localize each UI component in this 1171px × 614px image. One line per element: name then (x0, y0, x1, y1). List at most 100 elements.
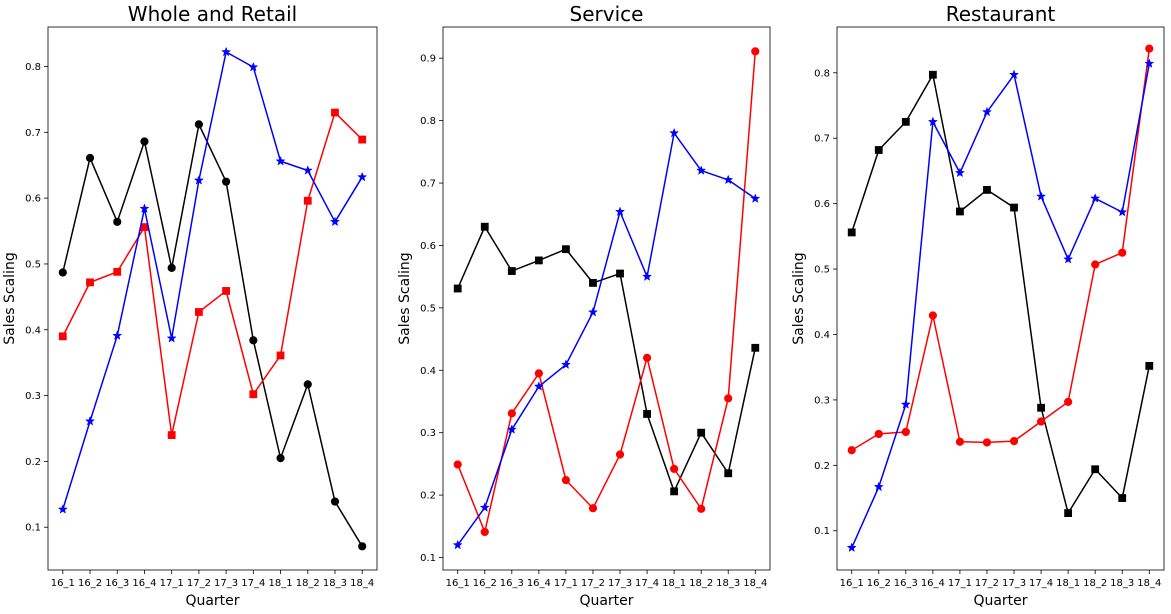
data-point (1118, 494, 1127, 502)
x-tick-label: 18_3 (716, 578, 740, 589)
y-tick-label: 0.9 (420, 54, 436, 65)
y-tick-label: 0.1 (814, 526, 830, 537)
data-point (140, 223, 149, 231)
series-line (457, 225, 757, 493)
chart-title: Restaurant (946, 2, 1056, 26)
x-tick-label: 16_2 (78, 578, 102, 589)
x-tick-label: 16_4 (132, 578, 156, 589)
data-point (954, 167, 965, 178)
data-point (453, 460, 462, 469)
data-point (222, 287, 231, 295)
data-point (1064, 397, 1073, 406)
axes-frame (442, 26, 771, 571)
data-point (981, 106, 993, 117)
x-tick-label: 17_1 (948, 578, 972, 589)
data-point (955, 437, 965, 446)
x-tick-label: 16_1 (51, 578, 75, 589)
data-point (358, 542, 367, 551)
data-point (1009, 437, 1019, 446)
data-point (276, 454, 285, 463)
data-point (358, 135, 367, 144)
series-line (62, 123, 363, 547)
data-point (751, 343, 760, 352)
series-2 (453, 47, 760, 537)
x-tick-label: 17_3 (1002, 578, 1026, 589)
x-tick-label: 18_4 (1137, 578, 1161, 589)
data-point (222, 177, 231, 186)
data-point (723, 174, 734, 185)
data-point (724, 394, 733, 403)
series-1 (453, 222, 760, 496)
y-axis-label: Sales Scaling (397, 252, 413, 344)
x-tick-label: 17_2 (581, 578, 605, 589)
y-tick-label: 0.2 (420, 491, 436, 502)
x-tick-label: 18_3 (323, 578, 347, 589)
data-point (1145, 361, 1154, 370)
x-axis-label: Quarter (973, 593, 1027, 609)
data-point (58, 332, 67, 341)
y-tick-label: 0.4 (420, 366, 436, 377)
data-point (1091, 260, 1100, 269)
data-point (589, 278, 597, 287)
data-point (643, 410, 651, 418)
y-tick-label: 0.8 (25, 62, 41, 73)
x-tick-label: 18_1 (268, 578, 292, 589)
x-tick-label: 17_2 (975, 578, 999, 589)
data-point (139, 203, 150, 213)
data-point (58, 268, 67, 277)
data-point (927, 116, 938, 127)
x-tick-label: 17_1 (160, 578, 184, 589)
series-2 (58, 108, 367, 439)
data-point (276, 351, 285, 360)
y-tick-label: 0.3 (814, 395, 830, 406)
data-point (330, 497, 340, 506)
data-point (1064, 509, 1073, 517)
data-point (167, 263, 176, 272)
series-line (62, 111, 363, 436)
data-point (874, 429, 883, 439)
data-point (670, 464, 679, 473)
data-point (329, 216, 341, 227)
x-tick-label: 16_1 (446, 578, 470, 589)
data-point (614, 206, 626, 217)
x-tick-label: 17_4 (1029, 578, 1053, 589)
data-point (901, 427, 910, 437)
y-tick-label: 0.5 (25, 259, 41, 270)
data-point (1118, 248, 1127, 257)
x-tick-label: 16_2 (473, 578, 497, 589)
data-point (480, 222, 489, 231)
data-point (670, 487, 679, 496)
data-point (167, 431, 176, 439)
y-tick-label: 0.8 (814, 68, 830, 79)
data-point (615, 450, 625, 459)
data-point (1063, 253, 1074, 264)
data-point (697, 504, 706, 513)
data-point (452, 539, 463, 550)
x-axis-label: Quarter (579, 593, 633, 609)
x-tick-label: 16_4 (527, 578, 551, 589)
series-line (62, 51, 363, 510)
y-tick-label: 0.7 (420, 179, 436, 190)
data-point (112, 330, 123, 340)
series-1 (58, 120, 367, 551)
y-tick-label: 0.5 (420, 303, 436, 314)
y-tick-label: 0.4 (814, 330, 830, 341)
x-tick-label: 18_2 (1083, 578, 1107, 589)
x-tick-label: 16_3 (500, 578, 524, 589)
series-1 (847, 70, 1154, 517)
data-point (453, 284, 462, 293)
x-tick-label: 18_2 (296, 578, 320, 589)
data-point (873, 481, 884, 492)
y-tick-label: 0.7 (25, 128, 41, 139)
data-point (751, 47, 760, 56)
y-tick-label: 0.5 (814, 265, 830, 276)
data-point (588, 504, 598, 513)
series-3 (452, 127, 761, 550)
data-point (697, 428, 706, 437)
series-line (457, 51, 757, 533)
data-point (900, 399, 911, 409)
axes-frame (47, 26, 378, 571)
x-tick-label: 17_3 (214, 578, 238, 589)
